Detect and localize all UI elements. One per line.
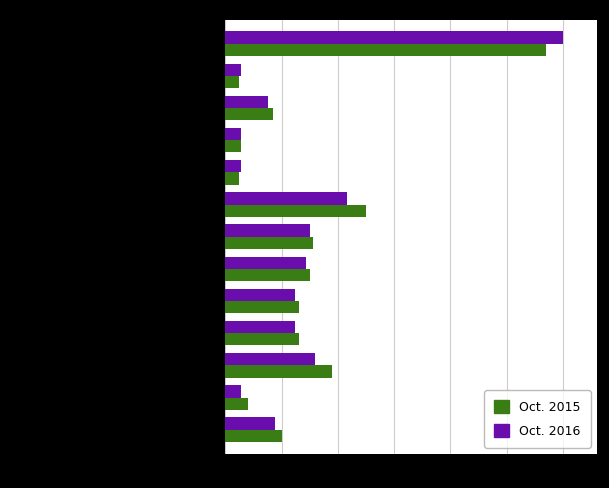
Bar <box>225 172 239 184</box>
Bar <box>225 269 310 281</box>
Bar <box>225 63 241 76</box>
Bar <box>225 224 310 237</box>
Bar <box>225 430 281 442</box>
Bar <box>225 76 239 88</box>
Bar <box>225 301 298 313</box>
Bar <box>225 204 366 217</box>
Bar <box>225 386 241 398</box>
Bar <box>225 96 268 108</box>
Bar <box>225 43 546 56</box>
Bar <box>225 192 347 204</box>
Bar <box>225 366 333 378</box>
Bar <box>225 128 241 140</box>
Bar <box>225 257 306 269</box>
Bar <box>225 353 315 366</box>
Bar <box>225 333 298 346</box>
Bar <box>225 140 241 152</box>
Bar <box>225 321 295 333</box>
Bar <box>225 398 248 410</box>
Bar <box>225 289 295 301</box>
Bar <box>225 160 241 172</box>
Bar <box>225 31 563 43</box>
Bar <box>225 108 273 120</box>
Legend: Oct. 2015, Oct. 2016: Oct. 2015, Oct. 2016 <box>484 390 591 447</box>
Bar <box>225 418 275 430</box>
Bar <box>225 237 313 249</box>
